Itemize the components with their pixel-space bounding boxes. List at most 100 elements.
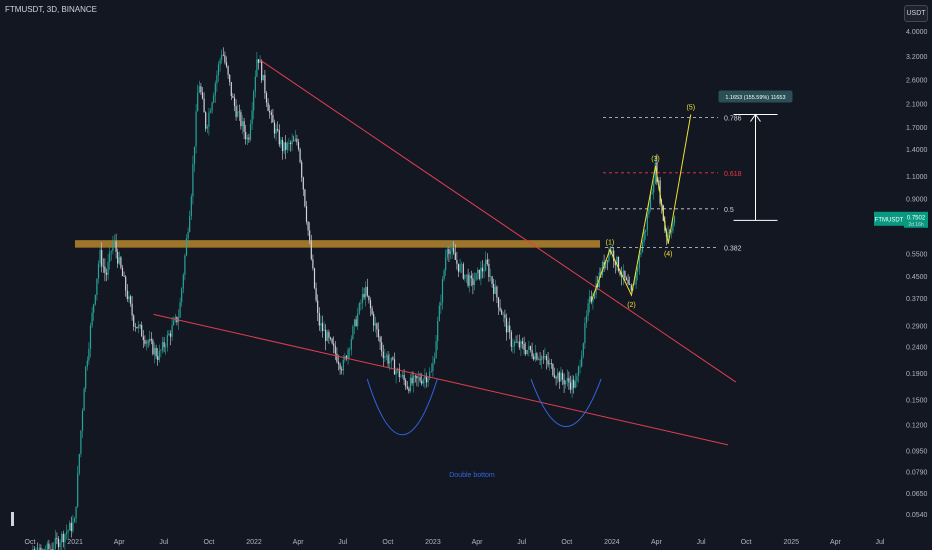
candle-body [365, 286, 367, 298]
candle-body [245, 131, 247, 140]
candle-body [80, 430, 82, 455]
y-axis-tick-label: 2.1000 [906, 101, 928, 108]
candle-body [451, 247, 453, 251]
candle-body [85, 366, 87, 389]
candle-body [182, 274, 184, 289]
x-axis-tick-label: Jul [876, 539, 885, 546]
candle-body [249, 124, 252, 140]
candle-body [309, 230, 311, 241]
candle-body [555, 377, 557, 379]
candle-body [473, 280, 476, 286]
candle-body [181, 288, 183, 303]
candle-body [251, 110, 253, 125]
candle-body [573, 379, 575, 388]
candle-body [350, 338, 352, 350]
candle-body [131, 303, 133, 316]
candle-body [169, 333, 172, 337]
candles-group [26, 47, 676, 550]
x-axis-tick-label: Apr [114, 539, 126, 546]
elliott-wave-label: (4) [664, 251, 673, 258]
candle-body [184, 255, 186, 275]
candle-body [267, 102, 269, 111]
candle-body [638, 254, 640, 269]
candle-body [456, 259, 458, 264]
candle-body [281, 139, 284, 152]
candle-body [525, 349, 527, 354]
candle-body [227, 66, 229, 75]
candle-body [317, 300, 319, 313]
candle-body [536, 353, 538, 360]
candle-body [46, 543, 48, 550]
candle-body [273, 122, 276, 134]
candle-body [195, 111, 197, 147]
candle-body [520, 341, 522, 348]
x-axis-tick-label: 2022 [246, 539, 262, 546]
candle-body [544, 356, 546, 358]
candle-body [89, 325, 92, 349]
candle-body [352, 326, 354, 339]
candle-body [477, 269, 479, 273]
candle-body [637, 268, 639, 272]
candle-body [445, 257, 447, 271]
candle-body [158, 350, 160, 361]
candle-body [230, 81, 232, 96]
y-axis-tick-label: 3.2000 [906, 54, 928, 61]
candle-body [424, 376, 426, 380]
candle-body [369, 300, 372, 309]
candle-body [501, 310, 503, 315]
candle-body [83, 388, 85, 411]
candle-body [168, 333, 170, 336]
candle-body [457, 263, 460, 272]
candle-body [77, 473, 79, 507]
candle-body [566, 377, 568, 382]
candle-body [189, 215, 191, 232]
candle-body [587, 303, 589, 316]
candle-body [488, 263, 490, 278]
candle-body [280, 139, 282, 145]
candle-body [113, 241, 116, 243]
candle-body [134, 326, 136, 328]
x-axis-tick-label: Jul [159, 539, 168, 546]
candle-body [40, 547, 42, 550]
candle-body [321, 323, 324, 331]
candle-body [393, 359, 396, 375]
candle-body [297, 142, 300, 150]
candle-body [141, 325, 143, 337]
candle-body [385, 355, 388, 357]
candle-body [337, 361, 340, 365]
candle-body [224, 55, 226, 63]
candle-body [128, 296, 130, 300]
candle-body [241, 121, 244, 127]
candle-body [145, 341, 148, 344]
candle-body [358, 303, 360, 314]
candle-body [405, 380, 407, 387]
candle-body [589, 296, 591, 304]
candle-body [97, 263, 100, 279]
symbol-tag [874, 211, 904, 226]
candle-body [371, 308, 373, 315]
currency-unit-button[interactable]: USDT [904, 5, 928, 22]
candle-body [160, 350, 162, 351]
candle-body [153, 347, 156, 355]
elliott-wave-label: (5) [687, 105, 696, 112]
candle-body [56, 537, 58, 540]
candle-body [438, 305, 440, 322]
candle-body [421, 380, 423, 384]
candle-body [237, 111, 239, 117]
candle-body [489, 276, 492, 278]
candle-body [81, 410, 84, 431]
candle-body [133, 315, 135, 327]
candle-body [502, 314, 504, 316]
candle-body [368, 295, 370, 301]
x-axis-tick-label: 2025 [783, 539, 799, 546]
candle-body [86, 360, 88, 367]
candle-body [289, 143, 292, 145]
candle-body [261, 60, 263, 81]
candle-body [294, 138, 296, 141]
candle-body [341, 369, 343, 371]
candle-body [201, 92, 204, 99]
fib-level-label: 0.618 [724, 171, 742, 178]
support-zone [75, 240, 600, 248]
candle-body [125, 276, 127, 291]
